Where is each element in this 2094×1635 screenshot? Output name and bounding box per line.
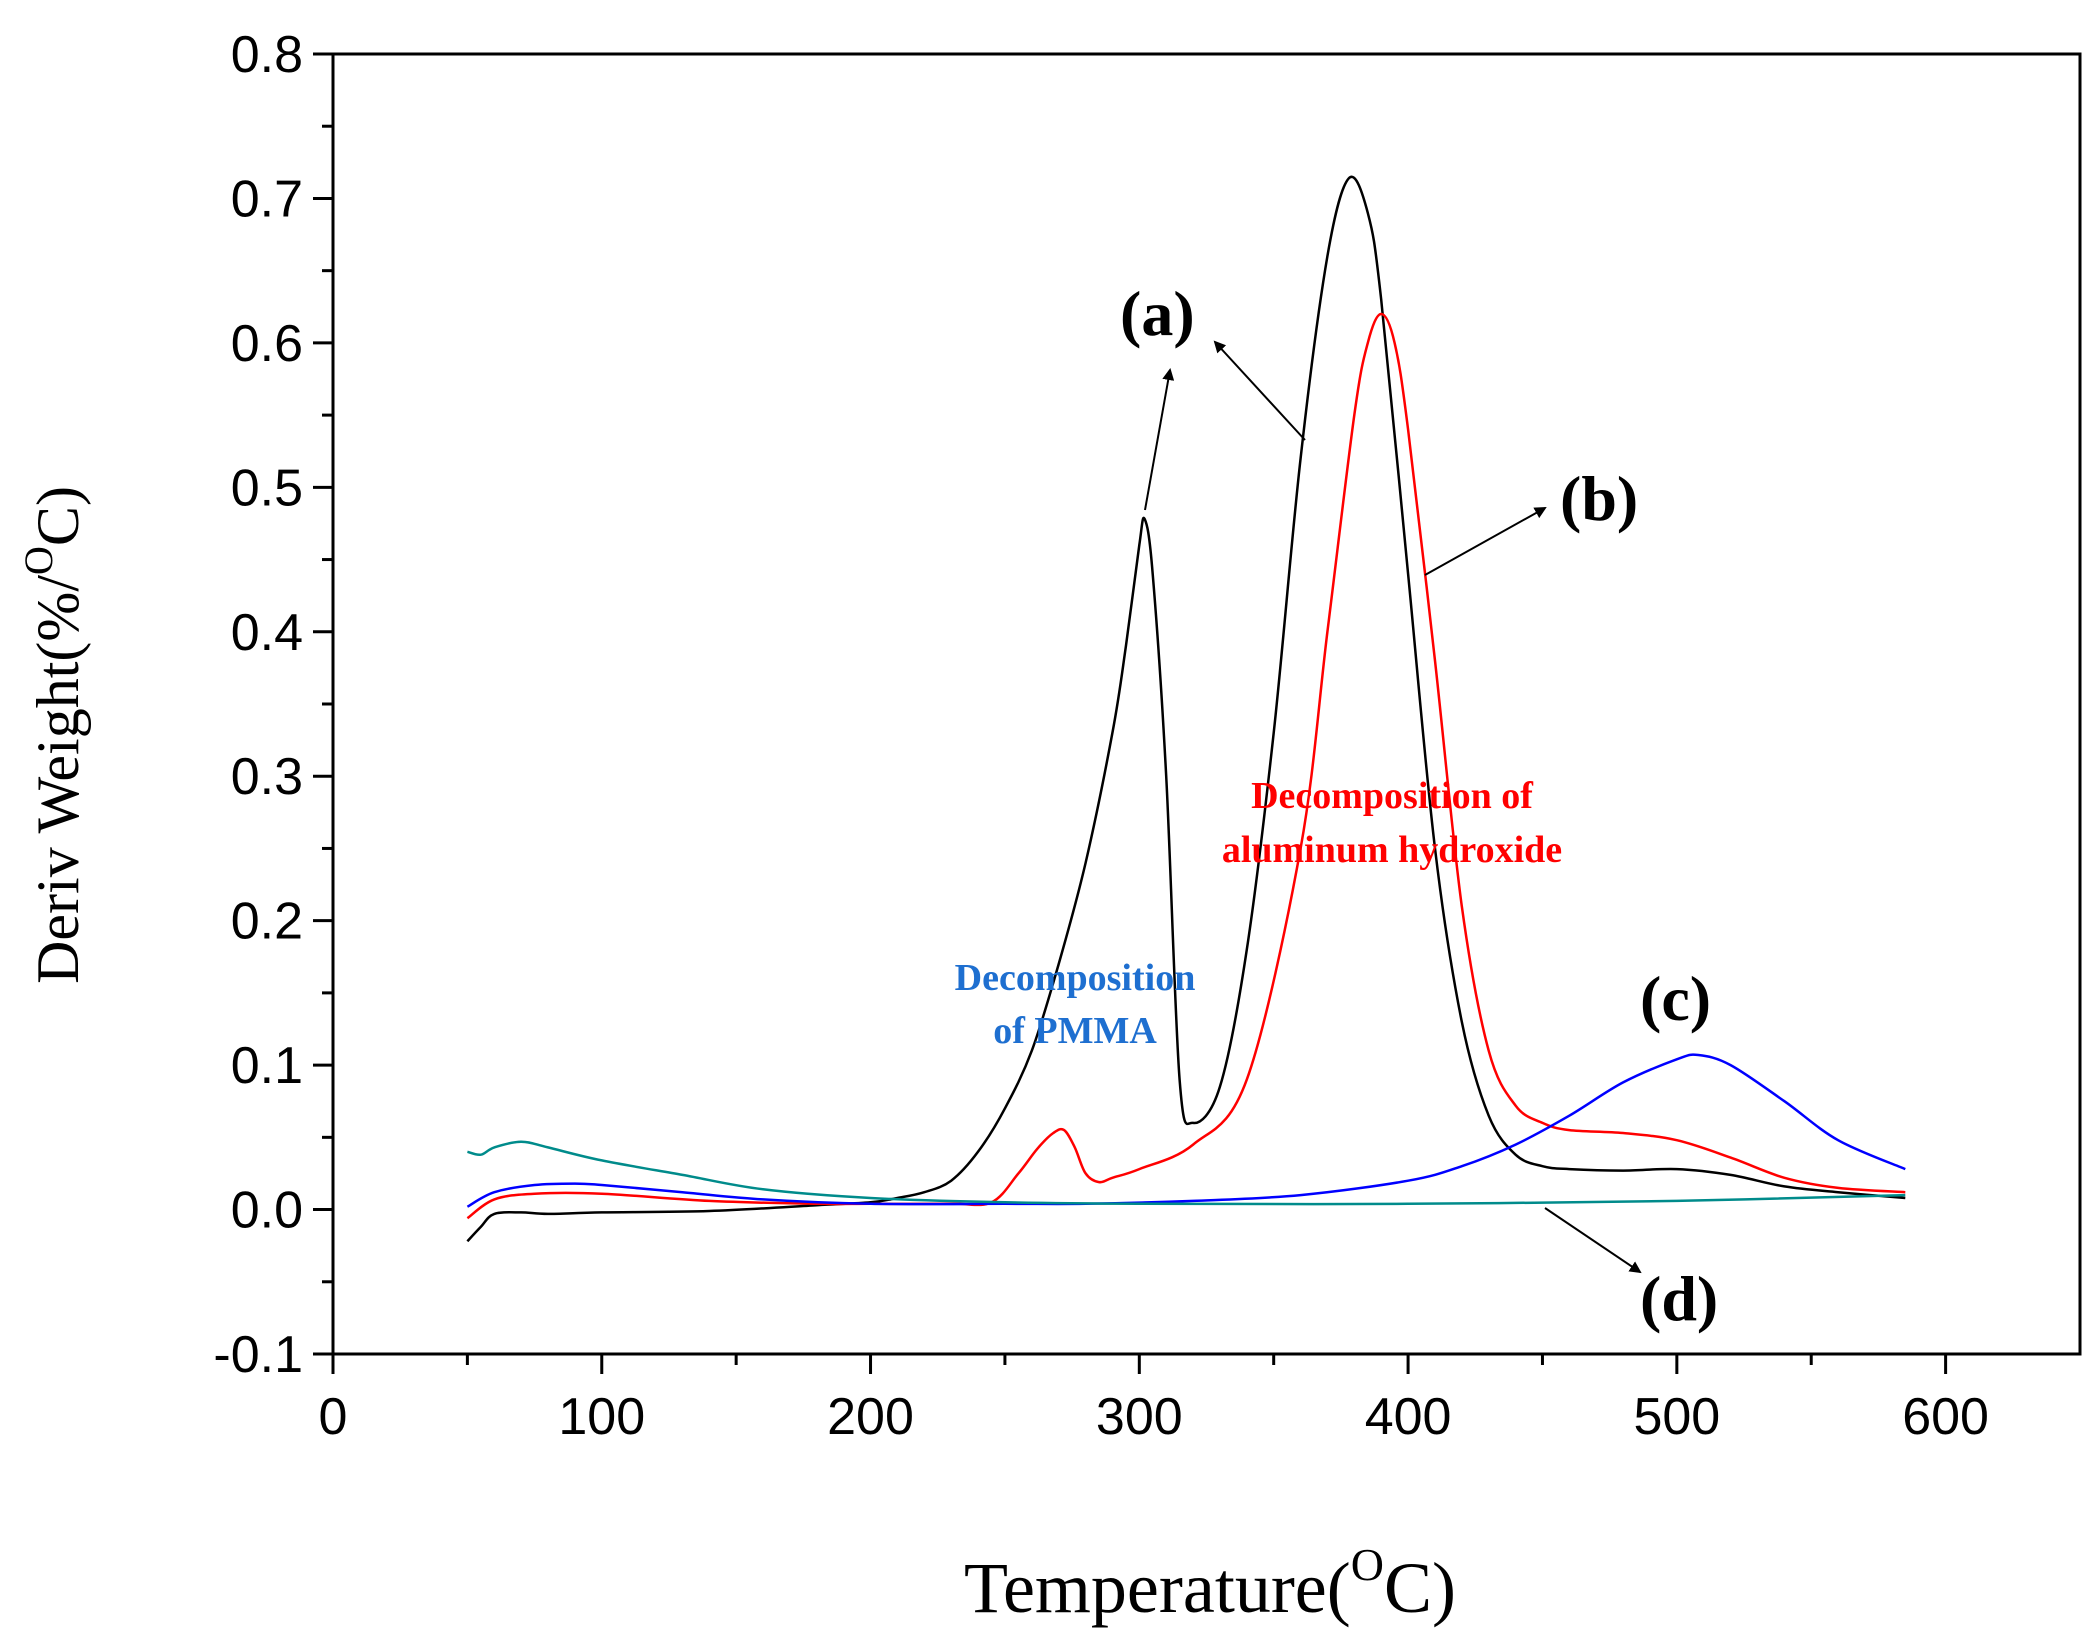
y-tick-label: 0.1 xyxy=(231,1037,303,1095)
curve-label-b: (b) xyxy=(1560,463,1638,534)
y-tick-label: -0.1 xyxy=(213,1326,303,1384)
curve-label-d: (d) xyxy=(1640,1263,1718,1334)
annotation-alum-line1: Decomposition of xyxy=(1251,775,1534,817)
arrow-a-second-peak xyxy=(1213,340,1306,441)
y-axis-ticks: -0.1 0.0 0.1 0.2 0.3 0.4 0.5 0.6 0.7 0.8 xyxy=(213,26,333,1384)
x-axis-ticks: 0 100 200 300 400 500 600 xyxy=(319,1354,1989,1446)
annotation-pmma-line1: Decomposition xyxy=(955,957,1196,999)
y-tick-label: 0.8 xyxy=(231,26,303,84)
curve-label-a: (a) xyxy=(1120,278,1195,349)
y-tick-label: 0.0 xyxy=(231,1182,303,1240)
annotation-alum-line2: aluminum hydroxide xyxy=(1222,829,1562,871)
curve-label-c: (c) xyxy=(1640,963,1711,1034)
y-axis-title-main: Deriv Weight(%/ xyxy=(25,575,91,984)
x-tick-label: 300 xyxy=(1096,1388,1183,1446)
x-axis-title-main: Temperature( xyxy=(964,1548,1351,1628)
x-tick-label: 500 xyxy=(1633,1388,1720,1446)
x-tick-label: 100 xyxy=(558,1388,645,1446)
x-tick-label: 200 xyxy=(827,1388,914,1446)
y-tick-label: 0.4 xyxy=(231,604,303,662)
series-layer xyxy=(466,175,1906,1243)
x-axis-title-sup: O xyxy=(1351,1539,1384,1590)
y-axis-title-end: C) xyxy=(25,486,91,546)
x-axis-title: Temperature(OC) xyxy=(964,1539,1456,1628)
y-tick-label: 0.2 xyxy=(231,893,303,951)
series-line-c xyxy=(466,1053,1906,1208)
x-tick-label: 0 xyxy=(319,1388,348,1446)
arrow-a-first-peak xyxy=(1144,368,1175,511)
y-tick-label: 0.5 xyxy=(231,459,303,517)
y-tick-label: 0.3 xyxy=(231,748,303,806)
x-axis-title-end: C) xyxy=(1384,1548,1456,1628)
series-line-d xyxy=(467,1140,1906,1206)
arrow-b xyxy=(1424,507,1547,576)
x-tick-label: 400 xyxy=(1365,1388,1452,1446)
y-tick-label: 0.7 xyxy=(231,170,303,228)
arrow-d xyxy=(1544,1207,1642,1274)
y-tick-label: 0.6 xyxy=(231,315,303,373)
y-axis-title: Deriv Weight(%/OC) xyxy=(16,486,91,984)
x-tick-label: 600 xyxy=(1902,1388,1989,1446)
annotation-pmma-line2: of PMMA xyxy=(993,1010,1157,1052)
y-axis-title-sup: O xyxy=(16,546,61,575)
series-line-b xyxy=(466,312,1906,1220)
series-line-a xyxy=(466,175,1906,1243)
